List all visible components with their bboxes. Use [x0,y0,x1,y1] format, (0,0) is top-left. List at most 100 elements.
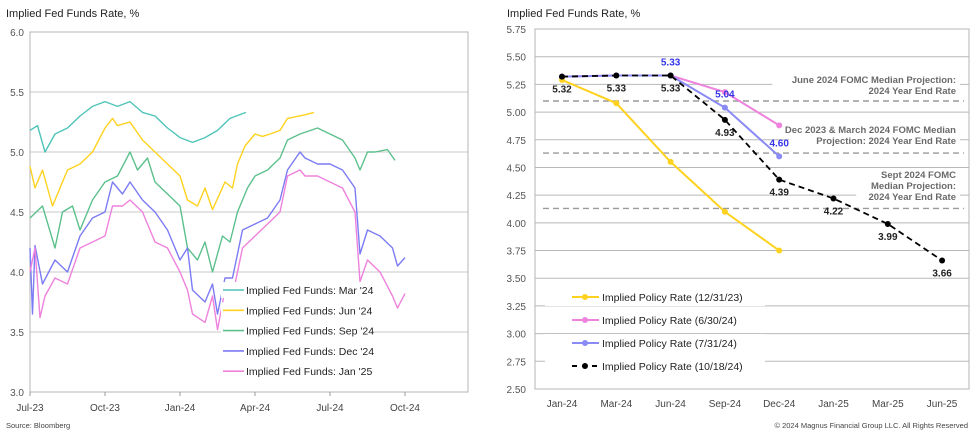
reference-line-label: Sept 2024 FOMC [881,170,956,181]
legend-marker [582,294,588,300]
y-tick-label: 3.0 [10,388,24,399]
legend-label: Implied Fed Funds: Jun '24 [246,305,372,317]
legend-bg [545,288,765,306]
data-label: 4.93 [715,128,735,139]
y-tick-label: 4.5 [10,208,24,219]
legend-marker [582,317,588,323]
legend-label: Implied Fed Funds: Jan '25 [246,366,372,378]
x-tick-label: Jun-24 [655,399,686,410]
series-marker [721,104,728,111]
series-marker [939,257,946,264]
y-tick-label: 4.0 [10,268,24,279]
series-marker [667,158,674,165]
series-marker [776,176,783,183]
series-line [561,74,943,262]
x-tick-label: Jun-25 [927,399,958,410]
legend-label: Implied Fed Funds: Sep '24 [246,326,374,338]
copyright-note: © 2024 Magnus Financial Group LLC. All R… [774,421,968,430]
y-tick-label: 5.50 [507,53,527,64]
x-tick-label: Dec-24 [763,399,796,410]
data-label: 5.04 [715,90,735,101]
x-tick-label: Mar-24 [600,399,632,410]
series-marker [776,122,783,129]
x-tick-label: Mar-25 [872,399,904,410]
legend-bg [545,334,765,352]
y-tick-label: 4.00 [507,219,527,230]
y-tick-label: 4.75 [507,136,527,147]
series-marker [613,100,620,107]
reference-label-bg [772,124,960,135]
y-tick-label: 5.5 [10,88,24,99]
legend-bg [221,282,371,298]
legend-label: Implied Policy Rate (7/31/24) [602,338,737,350]
data-label: 5.33 [661,58,681,69]
x-tick-label: Jan-24 [547,399,578,410]
y-tick-label: 4.25 [507,191,527,202]
y-tick-label: 3.75 [507,247,527,258]
reference-line-label: June 2024 FOMC Median Projection: [792,75,956,86]
series-marker [721,116,728,123]
series-line [29,169,406,331]
y-tick-label: 5.25 [507,80,527,91]
y-tick-label: 5.00 [507,108,527,119]
series-marker [613,72,620,79]
x-tick-label: Sep-24 [709,399,742,410]
data-label: 5.32 [552,85,572,96]
series-marker [721,208,728,215]
data-label: 5.33 [607,84,627,95]
reference-label-bg [878,169,960,180]
series-marker [559,73,565,80]
data-label: 4.39 [769,188,789,199]
y-tick-label: 3.00 [507,330,527,341]
x-tick-label: Apr-24 [240,403,270,414]
y-tick-label: 5.0 [10,148,24,159]
reference-label-bg [789,135,960,146]
series-marker [776,247,783,254]
y-tick-label: 6.0 [10,28,24,39]
legend-bg [545,357,765,375]
data-label: 3.66 [932,269,952,280]
source-note: Source: Bloomberg [6,421,70,430]
reference-line-label: 2024 Year End Rate [869,192,957,203]
x-tick-label: Oct-24 [390,403,420,414]
series-marker [830,195,837,202]
legend-bg [221,363,371,380]
x-tick-label: Jan-25 [818,399,849,410]
reference-label-bg [856,191,960,202]
y-tick-label: 4.50 [507,163,527,174]
reference-line-label: 2024 Year End Rate [869,86,957,97]
x-tick-label: Jan-24 [165,403,196,414]
x-tick-label: Jul-23 [16,403,44,414]
y-tick-label: 5.75 [507,25,527,36]
series-marker [721,89,728,96]
y-tick-label: 2.75 [507,357,527,368]
legend-label: Implied Fed Funds: Dec '24 [246,346,374,358]
reference-label-bg [856,85,960,96]
y-tick-label: 3.25 [507,302,527,313]
data-label: 3.99 [878,232,898,243]
series-line [29,100,247,153]
data-label: 4.60 [769,138,789,149]
data-label: 5.33 [661,84,681,95]
x-tick-label: Jul-24 [316,403,344,414]
reference-line-label: Median Projection: [871,181,956,192]
legend-bg [221,322,371,339]
x-tick-label: Oct-23 [90,403,120,414]
legend-bg [221,302,371,319]
legend-bg [221,342,371,359]
y-tick-label: 2.50 [507,385,527,396]
series-line [29,111,315,211]
reference-line-label: Projection: 2024 Year End Rate [816,136,956,147]
left-chart-title: Implied Fed Funds Rate, % [6,8,140,20]
series-line [29,151,406,315]
y-tick-label: 3.5 [10,328,24,339]
series-line [29,127,396,273]
legend-bg [545,311,765,329]
legend-marker [582,363,588,369]
reference-label-bg [772,74,960,85]
reference-line-label: Dec 2023 & March 2024 FOMC Median [785,125,956,136]
legend-label: Implied Policy Rate (12/31/23) [602,292,743,304]
right-chart-title: Implied Fed Funds Rate, % [507,8,641,20]
legend-label: Implied Policy Rate (6/30/24) [602,315,737,327]
